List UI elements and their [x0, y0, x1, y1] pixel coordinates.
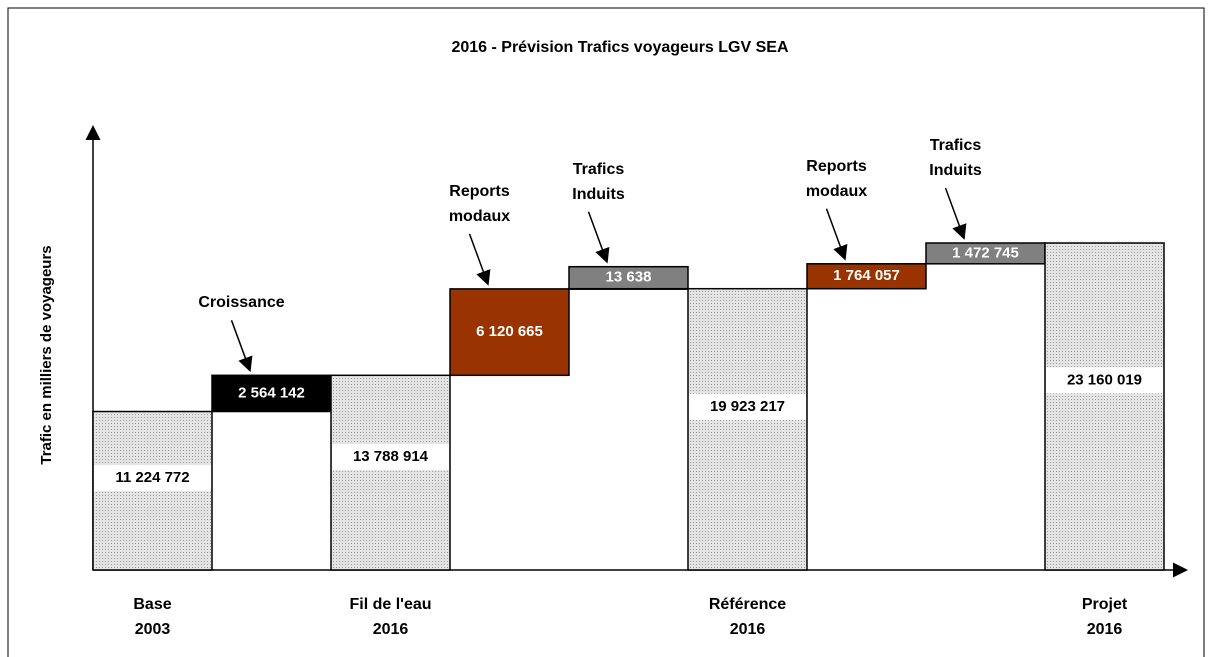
value-label: 1 472 745 — [952, 244, 1019, 261]
bar — [330, 374, 451, 571]
annotation-arrow — [944, 187, 967, 240]
bar — [449, 288, 570, 377]
value-label: 13 788 914 — [353, 448, 429, 465]
annotation: Reports modaux — [448, 182, 511, 225]
annotation: Reports modaux — [805, 157, 868, 200]
label-box — [1046, 367, 1163, 394]
annotation-arrow — [825, 208, 848, 261]
frame — [7, 7, 1205, 657]
y-axis-label: Trafic en milliers de voyageurs — [38, 245, 55, 464]
x-tick-label: Référence 2016 — [708, 596, 787, 638]
label-box — [332, 444, 449, 471]
value-label: 13 638 — [606, 269, 652, 286]
value-label: 2 564 142 — [238, 384, 305, 401]
chart-title: 2016 - Prévision Trafics voyageurs LGV S… — [451, 39, 788, 56]
label-box — [568, 265, 689, 290]
annotation-arrow — [230, 320, 253, 373]
value-label: 19 923 217 — [710, 398, 785, 415]
annotation-arrow — [468, 233, 491, 286]
x-tick-label: Projet 2016 — [1081, 596, 1128, 638]
x-tick-label: Base 2003 — [133, 596, 172, 638]
bar — [687, 287, 808, 571]
label-box — [689, 393, 806, 420]
annotation: Trafics Induits — [929, 137, 982, 179]
annotation: Croissance — [198, 294, 285, 312]
label-box — [94, 465, 211, 492]
value-label: 6 120 665 — [476, 323, 543, 340]
annotation-arrow — [587, 211, 610, 264]
value-label: 1 764 057 — [833, 267, 900, 284]
value-label: 11 224 772 — [115, 469, 189, 486]
value-label: 23 160 019 — [1067, 371, 1142, 388]
bar — [806, 263, 927, 290]
x-tick-label: Fil de l'eau 2016 — [349, 596, 432, 638]
bar — [1044, 242, 1165, 571]
annotation: Trafics Induits — [572, 160, 625, 203]
